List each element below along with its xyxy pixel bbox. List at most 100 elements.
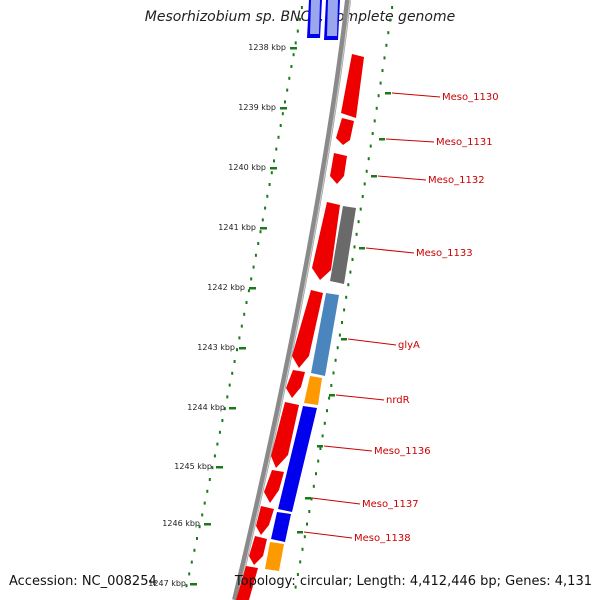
- ring-dot: [299, 560, 302, 564]
- ring-dot: [290, 65, 293, 68]
- gene-label: glyA: [398, 340, 420, 351]
- ring-dot: [361, 195, 364, 198]
- ring-dot: [228, 383, 231, 387]
- cds-arrow: [256, 506, 274, 535]
- ring-dot: [250, 277, 253, 281]
- ring-dot: [353, 245, 356, 249]
- gene-labels: Meso_1130 Meso_1131 Meso_1132 Meso_1133 glyA…: [297, 92, 499, 544]
- ring-dot: [226, 395, 229, 399]
- ring-dot: [381, 69, 384, 72]
- label-leader-line: [303, 531, 353, 539]
- ring-dot: [233, 360, 236, 363]
- ring-dot: [236, 348, 238, 352]
- gene-tick-mark: [371, 175, 377, 178]
- cds-arrow: [271, 402, 299, 468]
- ring-dot: [198, 525, 201, 529]
- scale-tick-label: 1239 kbp: [238, 103, 276, 112]
- genome-summary-text: Topology: circular; Length: 4,412,446 bp…: [234, 574, 592, 589]
- ring-dot: [206, 489, 209, 493]
- ring-dot: [308, 510, 311, 513]
- cog-segment-blue: [278, 406, 317, 512]
- gene-label: Meso_1133: [416, 248, 473, 259]
- scale-tick-label: 1240 kbp: [228, 163, 266, 172]
- ring-dot: [261, 218, 264, 222]
- gene-tick-mark: [329, 394, 335, 397]
- ring-dot: [279, 124, 282, 127]
- ring-dot: [292, 53, 295, 57]
- ring-dot: [254, 253, 257, 257]
- cds-arrow: [292, 290, 323, 368]
- label-leader-line: [391, 92, 441, 98]
- cds-arrow: [312, 202, 340, 280]
- ring-dot: [338, 333, 341, 337]
- scale-ticks: 1238 kbp 1239 kbp 1240 kbp 1241 kbp 1242 kbp…: [148, 43, 297, 588]
- ring-dot: [363, 182, 366, 186]
- ring-dot: [221, 419, 224, 422]
- ring-dot: [196, 537, 198, 540]
- ring-dot: [326, 409, 328, 413]
- ring-dot: [216, 442, 219, 446]
- cds-arrow: [236, 566, 258, 600]
- ring-dot: [257, 242, 260, 245]
- ring-dot: [365, 169, 368, 173]
- label-leader-line: [377, 175, 427, 181]
- ring-dot: [389, 18, 392, 22]
- scale-tick-mark: [260, 227, 267, 230]
- ring-dot: [334, 358, 337, 362]
- cds-arrow: [330, 153, 347, 184]
- ring-dot: [208, 478, 211, 481]
- scale-tick-mark: [270, 167, 277, 170]
- scale-tick-label: 1242 kbp: [207, 283, 245, 292]
- ring-dot: [359, 207, 362, 211]
- cog-segment-steelblue: [311, 293, 339, 376]
- scale-tick-label: 1244 kbp: [187, 403, 225, 412]
- scale-tick-mark: [216, 466, 223, 469]
- gene-tick-mark: [359, 247, 365, 250]
- ring-dot: [369, 144, 372, 148]
- scale-tick-label: 1245 kbp: [174, 462, 212, 471]
- ring-dot: [281, 112, 284, 116]
- gene-label: Meso_1136: [374, 446, 431, 457]
- gene-label: Meso_1137: [362, 499, 419, 510]
- gene-label: Meso_1138: [354, 533, 411, 544]
- ring-dot: [277, 135, 280, 139]
- ring-dot: [351, 258, 354, 261]
- ring-dot: [266, 194, 269, 198]
- ring-dot: [298, 17, 301, 21]
- ring-dot: [288, 76, 291, 80]
- scale-tick-mark: [249, 287, 256, 290]
- ring-dot: [245, 301, 248, 304]
- ring-dot: [296, 29, 299, 33]
- gene-label: Meso_1132: [428, 175, 485, 186]
- ring-dot: [218, 430, 221, 434]
- ring-dot: [188, 572, 191, 576]
- cog-segment-gray: [330, 206, 356, 284]
- scale-tick-mark: [290, 47, 297, 50]
- label-leader-line: [311, 497, 361, 505]
- ring-dot: [310, 497, 313, 501]
- scale-tick-mark: [190, 583, 197, 586]
- ring-dot: [357, 220, 360, 224]
- ring-dot: [238, 336, 241, 340]
- backbone-highlight: [236, 0, 351, 600]
- ring-dot: [391, 6, 394, 9]
- scale-tick-label: 1246 kbp: [162, 519, 200, 528]
- ring-dot: [315, 472, 317, 476]
- ring-dot: [270, 171, 273, 175]
- cds-arrow: [286, 370, 305, 398]
- ring-dot: [343, 308, 346, 312]
- scale-tick-label: 1238 kbp: [248, 43, 286, 52]
- ring-dot: [375, 106, 378, 110]
- cds-arrow: [264, 470, 284, 503]
- ring-dot: [203, 501, 206, 505]
- ring-dot: [185, 584, 188, 588]
- ring-dot: [323, 421, 326, 425]
- ring-dot: [296, 573, 299, 576]
- ring-dot: [345, 295, 348, 299]
- ring-dot: [385, 43, 388, 47]
- scale-tick-label: 1243 kbp: [197, 343, 235, 352]
- ring-dot: [193, 548, 196, 552]
- ring-dot: [312, 484, 315, 488]
- gene-tick-mark: [305, 497, 311, 500]
- ring-dot: [268, 183, 271, 186]
